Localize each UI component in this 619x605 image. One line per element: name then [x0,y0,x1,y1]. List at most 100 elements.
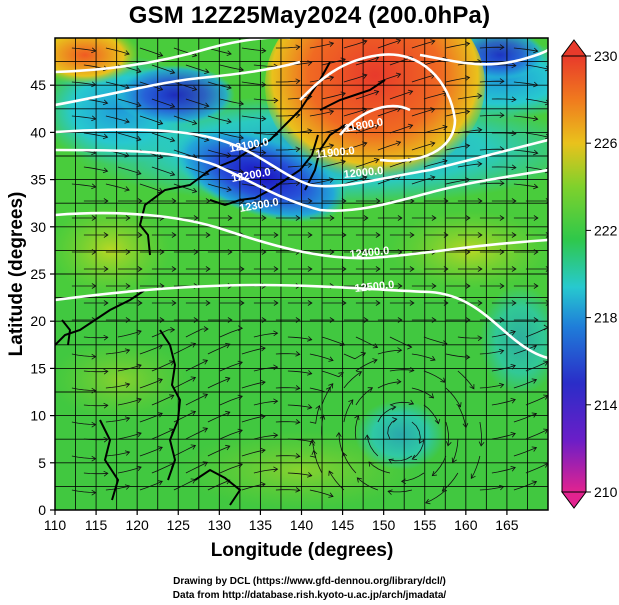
streamline [338,432,345,457]
streamline-arrowhead [205,232,211,238]
colorbar-tick-label: 210 [594,484,618,500]
streamline-arrowhead [531,344,538,350]
streamline [457,336,482,339]
streamline [139,378,163,389]
streamline-arrowhead [226,84,232,90]
streamline-arrowhead [137,198,143,204]
streamline-arrowhead [373,90,380,96]
contour-label: 11900.0 [315,145,355,161]
streamline [377,175,401,185]
streamline-arrowhead [311,449,318,456]
y-tick-label: 5 [38,455,46,471]
streamline-arrowhead [533,183,539,190]
streamline-arrowhead [226,186,232,192]
x-axis-label: Longitude (degrees) [211,540,394,561]
streamline [491,132,516,135]
streamline [389,336,412,348]
streamline [513,183,538,188]
chart-title: GSM 12Z25May2024 (200.0hPa) [128,2,491,29]
streamline-arrowhead [273,97,279,104]
streamline [377,406,396,423]
streamline [491,433,516,440]
streamline-arrowhead [171,198,177,204]
streamline-arrowhead [102,99,109,106]
streamline-arrowhead [309,438,316,444]
streamline [207,81,232,89]
streamline-arrowhead [124,152,130,158]
streamline [309,42,334,49]
streamline-arrowhead [295,180,301,187]
x-tick-label: 160 [454,517,478,533]
streamline-arrowhead [136,169,142,176]
colorbar-tick-label: 226 [594,135,618,151]
streamline [139,480,163,491]
streamline [513,81,538,86]
streamline-arrowhead [430,107,436,113]
streamline-arrowhead [261,81,267,88]
streamline [117,466,142,474]
streamline [241,483,266,491]
streamline-arrowhead [465,75,471,81]
streamline [275,421,300,423]
streamline-arrowhead [137,266,143,272]
streamline [389,369,414,372]
streamline-arrowhead [545,232,548,238]
streamline [457,95,482,100]
streamline-arrowhead [136,363,142,370]
colorbar-tick-label: 218 [594,310,618,326]
streamline-arrowhead [356,477,362,483]
streamline-arrowhead [545,198,548,204]
streamline-arrowhead [295,78,301,85]
streamline-arrowhead [238,100,245,107]
streamline-arrowhead [273,232,279,238]
streamline [139,115,163,125]
streamline-arrowhead [157,412,163,418]
streamline [219,463,243,474]
streamline [105,81,130,89]
streamline-arrowhead [91,421,97,428]
streamline [151,98,175,108]
streamline-arrowhead [395,38,402,45]
streamline [432,455,447,476]
streamline-arrowhead [477,232,483,238]
streamline-arrowhead [136,101,142,108]
streamline-arrowhead [124,348,131,354]
x-tick-label: 155 [413,517,437,533]
streamline-arrowhead [396,378,402,385]
streamline [377,141,401,151]
streamline-arrowhead [191,119,198,126]
streamline-arrowhead [531,446,538,452]
streamline-arrowhead [431,215,437,221]
streamline-arrowhead [367,387,374,393]
streamline-arrowhead [430,355,436,361]
y-tick-label: 35 [30,172,46,188]
streamline [355,159,379,168]
streamline-arrowhead [295,317,301,323]
field-layer [55,38,548,510]
streamline [377,39,401,49]
streamline-arrowhead [91,115,97,122]
y-tick-label: 25 [30,266,46,282]
streamline-arrowhead [273,330,279,337]
streamline-arrowhead [392,417,398,423]
streamline [321,370,344,378]
streamline-arrowhead [136,329,142,336]
streamline-arrowhead [124,484,131,490]
streamline [241,47,266,52]
streamline [151,360,174,372]
streamline [173,47,197,57]
streamline-arrowhead [204,102,210,108]
streamline [105,183,130,191]
streamline-arrowhead [124,382,131,388]
streamline-arrowhead [363,317,369,323]
streamline-arrowhead [260,379,266,386]
streamline-arrowhead [295,351,301,357]
streamline [71,115,96,120]
streamline [354,415,359,440]
streamline [83,404,108,407]
streamline [287,472,312,477]
streamline [83,472,108,475]
streamline [479,350,504,355]
streamline-arrowhead [103,232,109,238]
streamline-arrowhead [170,326,176,333]
